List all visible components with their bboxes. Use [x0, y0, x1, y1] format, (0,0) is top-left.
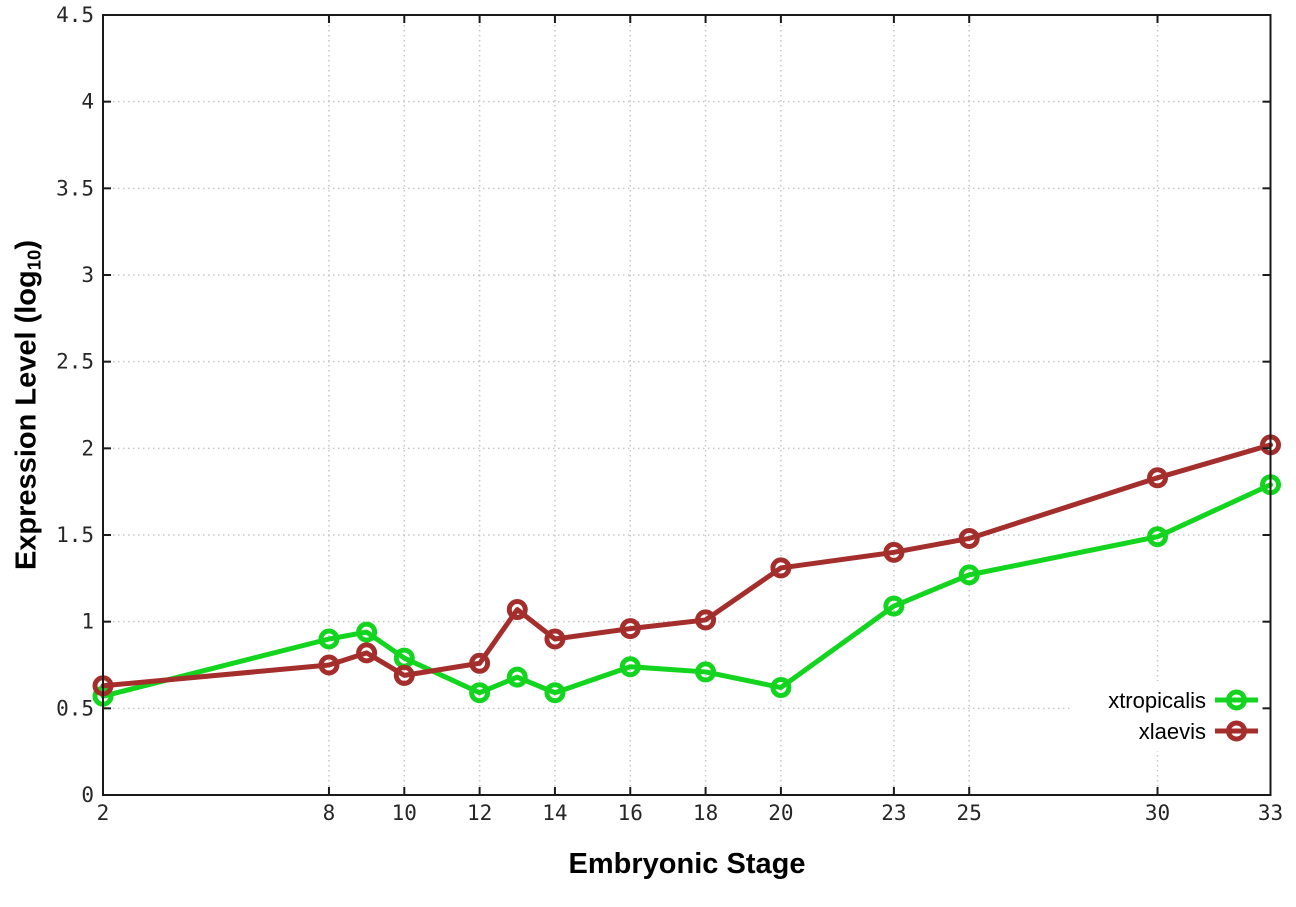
data-point-marker	[619, 618, 641, 640]
legend-label: xtropicalis	[1108, 688, 1206, 713]
x-axis-title: Embryonic Stage	[568, 848, 806, 880]
y-tick-label: 0.5	[56, 696, 94, 720]
x-tick-label: 14	[542, 801, 567, 825]
data-point-marker	[1147, 526, 1169, 548]
x-tick-label: 33	[1258, 801, 1283, 825]
x-tick-label: 12	[467, 801, 492, 825]
data-point-marker	[544, 628, 566, 650]
x-tick-label: 23	[881, 801, 906, 825]
data-point-marker	[356, 621, 378, 643]
data-point-marker	[695, 609, 717, 631]
data-point-marker	[393, 664, 415, 686]
data-point-marker	[506, 666, 528, 688]
legend-marker-circle	[1226, 720, 1247, 742]
x-tick-label: 10	[392, 801, 417, 825]
data-point-marker	[619, 656, 641, 678]
y-tick-label: 2	[81, 436, 94, 460]
y-axis-title-text: Expression Level (log	[10, 270, 43, 571]
y-axis-title-subscript: 10	[23, 249, 45, 271]
y-axis-title: Expression Level (log10)	[10, 239, 45, 571]
legend-marker-circle	[1226, 689, 1247, 711]
data-point-marker	[469, 652, 491, 674]
data-point-marker	[958, 527, 980, 549]
y-axis-title-suffix: )	[10, 239, 43, 250]
legend-entry-xlaevis: xlaevis	[1139, 719, 1258, 744]
data-point-marker	[958, 564, 980, 586]
y-tick-label: 4.5	[56, 3, 94, 27]
y-tick-label: 3	[81, 263, 94, 287]
y-tick-label: 1	[81, 610, 94, 634]
data-point-marker	[506, 599, 528, 621]
series-line-xtropicalis	[100, 482, 1273, 699]
x-tick-label: 2	[97, 801, 110, 825]
y-tick-label: 1.5	[56, 523, 94, 547]
data-point-marker	[318, 628, 340, 650]
y-tick-label: 2.5	[56, 350, 94, 374]
y-tick-label: 3.5	[56, 176, 94, 200]
data-point-marker	[883, 541, 905, 563]
x-tick-label: 25	[957, 801, 982, 825]
data-point-marker	[544, 682, 566, 704]
x-tick-label: 18	[693, 801, 718, 825]
y-tick-label: 0	[81, 783, 94, 807]
y-tick-label: 4	[81, 90, 94, 114]
data-point-marker	[469, 682, 491, 704]
x-tick-label: 30	[1145, 801, 1170, 825]
x-tick-label: 8	[323, 801, 336, 825]
data-point-marker	[695, 661, 717, 683]
data-point-marker	[770, 557, 792, 579]
data-point-marker	[883, 595, 905, 617]
data-point-marker	[356, 642, 378, 664]
x-tick-label: 20	[768, 801, 793, 825]
x-tick-label: 16	[618, 801, 643, 825]
data-point-marker	[1147, 467, 1169, 489]
data-point-marker	[770, 677, 792, 699]
plot-border	[102, 14, 1272, 796]
legend-entry-xtropicalis: xtropicalis	[1108, 688, 1258, 713]
data-point-marker	[318, 654, 340, 676]
legend-label: xlaevis	[1139, 719, 1206, 744]
